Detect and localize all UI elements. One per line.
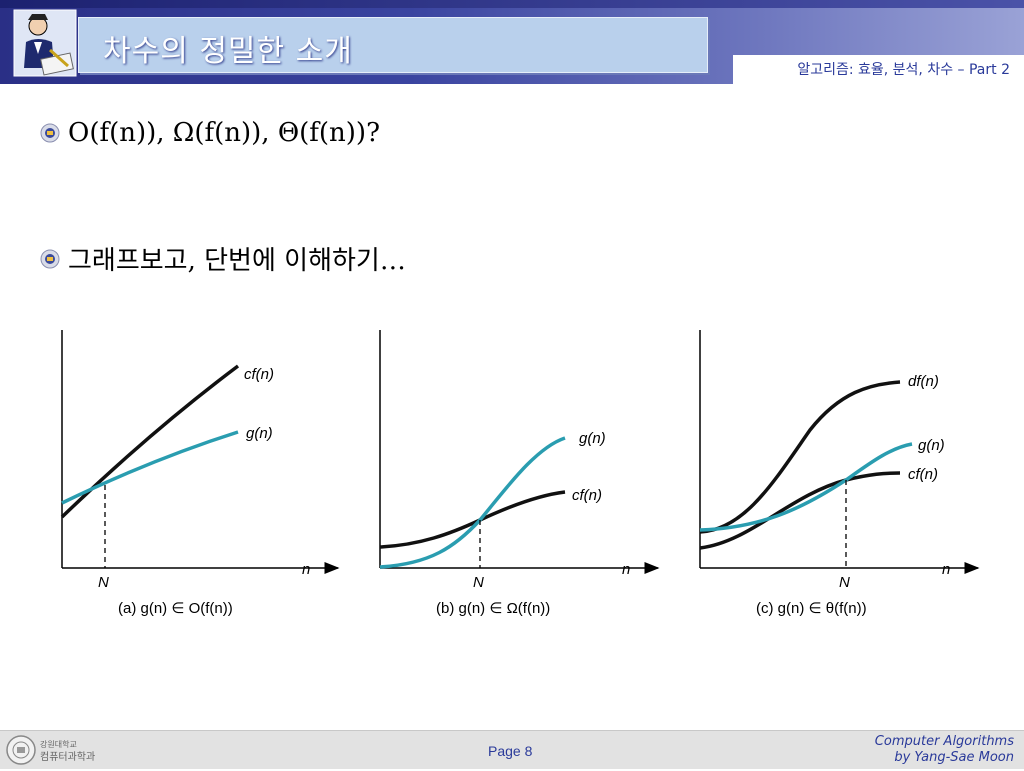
x-axis-label: n bbox=[942, 561, 950, 578]
bullet-text: O(f(n)), Ω(f(n)), Θ(f(n))? bbox=[68, 118, 381, 148]
subtitle-box: 알고리즘: 효율, 분석, 차수 – Part 2 bbox=[733, 55, 1024, 84]
curve-cf bbox=[379, 490, 566, 549]
curve-g bbox=[379, 436, 566, 569]
figure-caption: (a) g(n) ∈ O(f(n)) bbox=[118, 600, 233, 617]
curve-g bbox=[61, 430, 239, 505]
writer-icon bbox=[13, 9, 77, 77]
credit-course: Computer Algorithms bbox=[874, 734, 1014, 749]
course-subtitle: 알고리즘: 효율, 분석, 차수 – Part 2 bbox=[797, 62, 1010, 78]
bullet-item: O(f(n)), Ω(f(n)), Θ(f(n))? bbox=[40, 118, 380, 148]
curve-df bbox=[699, 380, 901, 534]
curve-cf bbox=[699, 471, 901, 550]
x-axis-label: n bbox=[622, 561, 630, 578]
middle-curve-label: g(n) bbox=[918, 437, 945, 454]
figure-caption: (b) g(n) ∈ Ω(f(n)) bbox=[436, 600, 550, 617]
bullet-emblem-icon bbox=[40, 123, 60, 143]
figure-caption: (c) g(n) ∈ θ(f(n)) bbox=[756, 600, 867, 617]
university-emblem-icon: 강원대학교 컴퓨터과학과 bbox=[6, 735, 95, 765]
figure-c: n N df(n) g(n) cf(n) (c) g(n) ∈ θ(f(n)) bbox=[699, 330, 980, 617]
top-curve-label: df(n) bbox=[908, 373, 939, 390]
upper-curve-label: g(n) bbox=[579, 430, 606, 447]
title-box: 차수의 정밀한 소개 bbox=[78, 17, 708, 73]
page-title: 차수의 정밀한 소개 bbox=[103, 34, 353, 69]
footer-credit: Computer Algorithms by Yang-Sae Moon bbox=[875, 734, 1014, 766]
bullet-item: 그래프보고, 단번에 이해하기… bbox=[40, 240, 406, 277]
figure-a: n N cf(n) g(n) (a) g(n) ∈ O(f(n)) bbox=[60, 330, 340, 617]
presenter-logo bbox=[12, 8, 78, 78]
credit-author: by Yang-Sae Moon bbox=[894, 750, 1014, 765]
threshold-label: N bbox=[98, 574, 109, 591]
bullet-emblem-icon bbox=[40, 249, 60, 268]
university-logo: 강원대학교 컴퓨터과학과 bbox=[4, 733, 100, 767]
header-strip bbox=[0, 0, 1024, 8]
lower-curve-label: g(n) bbox=[246, 425, 273, 442]
department-name: 컴퓨터과학과 bbox=[40, 751, 95, 763]
bullet-text: 그래프보고, 단번에 이해하기… bbox=[68, 246, 406, 276]
page-number: Page 8 bbox=[488, 743, 533, 759]
lower-curve-label: cf(n) bbox=[572, 487, 602, 504]
figure-b: n N g(n) cf(n) (b) g(n) ∈ Ω(f(n)) bbox=[379, 330, 660, 617]
footer: 강원대학교 컴퓨터과학과 Page 8 Computer Algorithms … bbox=[0, 730, 1024, 769]
curve-cf bbox=[60, 364, 240, 519]
threshold-label: N bbox=[839, 574, 850, 591]
threshold-label: N bbox=[473, 574, 484, 591]
curve-g bbox=[699, 442, 913, 532]
university-name: 강원대학교 bbox=[40, 739, 77, 749]
x-axis-label: n bbox=[302, 561, 310, 578]
order-figures: n N cf(n) g(n) (a) g(n) ∈ O(f(n)) n N g(… bbox=[60, 330, 980, 617]
upper-curve-label: cf(n) bbox=[244, 366, 274, 383]
bottom-curve-label: cf(n) bbox=[908, 466, 938, 483]
